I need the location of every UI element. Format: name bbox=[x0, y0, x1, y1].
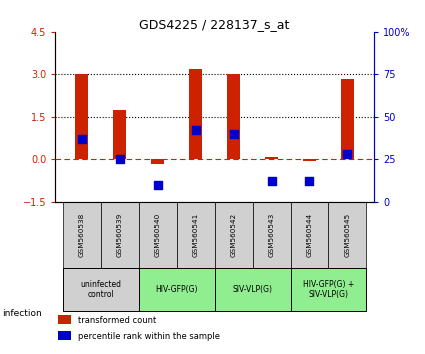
Text: GSM560538: GSM560538 bbox=[79, 213, 85, 257]
Bar bbox=[252, 201, 291, 268]
Bar bbox=[151, 159, 164, 164]
Bar bbox=[291, 201, 329, 268]
Text: uninfected
control: uninfected control bbox=[80, 280, 121, 299]
Bar bbox=[215, 268, 291, 310]
Bar bbox=[291, 268, 366, 310]
Bar bbox=[139, 201, 177, 268]
Bar bbox=[63, 201, 101, 268]
Bar bbox=[75, 74, 88, 159]
Point bbox=[268, 178, 275, 184]
Title: GDS4225 / 228137_s_at: GDS4225 / 228137_s_at bbox=[139, 18, 290, 31]
Text: GSM560543: GSM560543 bbox=[269, 213, 275, 257]
Text: GSM560539: GSM560539 bbox=[117, 213, 123, 257]
Bar bbox=[329, 201, 366, 268]
Bar bbox=[265, 157, 278, 159]
Bar bbox=[189, 69, 202, 159]
Bar bbox=[139, 268, 215, 310]
Point bbox=[344, 151, 351, 157]
Bar bbox=[63, 268, 139, 310]
Text: SIV-VLP(G): SIV-VLP(G) bbox=[232, 285, 272, 294]
Point bbox=[154, 182, 161, 187]
Text: infection: infection bbox=[2, 309, 42, 318]
Point bbox=[230, 131, 237, 137]
Bar bbox=[177, 201, 215, 268]
Text: GSM560542: GSM560542 bbox=[231, 213, 237, 257]
Text: transformed count: transformed count bbox=[77, 315, 156, 325]
Point bbox=[116, 156, 123, 162]
Bar bbox=[58, 331, 71, 341]
Point bbox=[78, 136, 85, 142]
Text: percentile rank within the sample: percentile rank within the sample bbox=[77, 331, 220, 341]
Bar bbox=[113, 110, 126, 159]
Bar bbox=[101, 201, 139, 268]
Bar bbox=[215, 201, 252, 268]
Text: GSM560545: GSM560545 bbox=[344, 213, 351, 257]
Point bbox=[192, 127, 199, 133]
Text: HIV-GFP(G) +
SIV-VLP(G): HIV-GFP(G) + SIV-VLP(G) bbox=[303, 280, 354, 299]
Text: GSM560544: GSM560544 bbox=[306, 213, 312, 257]
Text: GSM560540: GSM560540 bbox=[155, 213, 161, 257]
Text: HIV-GFP(G): HIV-GFP(G) bbox=[156, 285, 198, 294]
Bar bbox=[303, 159, 316, 161]
Bar bbox=[227, 74, 240, 159]
Point bbox=[306, 178, 313, 184]
Bar bbox=[58, 315, 71, 324]
Text: GSM560541: GSM560541 bbox=[193, 213, 198, 257]
Bar bbox=[341, 79, 354, 159]
